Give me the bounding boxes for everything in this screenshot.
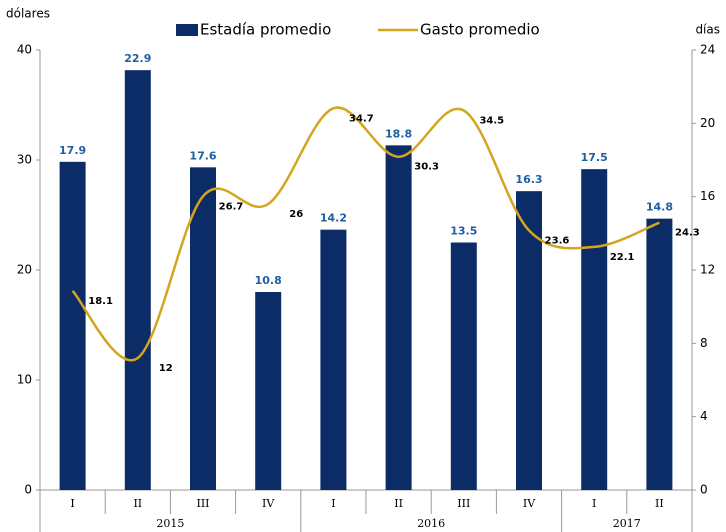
line-value-label: 24.3 (675, 228, 700, 239)
bar-value-label: 17.5 (581, 151, 608, 164)
line-value-label: 30.3 (414, 162, 439, 173)
year-label: 2017 (613, 517, 641, 530)
y-tick-label: 30 (17, 153, 32, 167)
bar-value-label: 13.5 (450, 225, 477, 238)
line-value-label: 22.1 (610, 252, 635, 263)
y-axis-label: dólares (6, 7, 50, 21)
x-tick-label: I (592, 497, 596, 510)
bar-value-label: 17.9 (59, 144, 86, 157)
y2-tick-label: 4 (700, 409, 708, 423)
y-tick-label: 40 (17, 43, 32, 57)
bar-value-label: 18.8 (385, 127, 412, 140)
legend-label: Gasto promedio (420, 21, 540, 39)
bar-value-label: 22.9 (124, 52, 151, 65)
y2-tick-label: 16 (700, 189, 715, 203)
bar (385, 145, 412, 491)
line-value-label: 12 (159, 363, 173, 374)
y-tick-label: 10 (17, 373, 32, 387)
bar (59, 161, 86, 491)
bar (581, 169, 608, 490)
bar-value-label: 17.6 (189, 149, 216, 162)
x-tick-label: III (196, 497, 209, 510)
y2-tick-label: 12 (700, 263, 715, 277)
x-tick-label: II (394, 497, 403, 510)
line-value-label: 34.7 (349, 113, 374, 124)
x-tick-label: IV (523, 497, 536, 510)
line-value-label: 26 (289, 209, 303, 220)
legend-label: Estadía promedio (200, 21, 331, 39)
bar (320, 229, 347, 490)
line (71, 106, 660, 362)
bar (516, 191, 542, 490)
x-tick-label: II (655, 497, 664, 510)
bar (450, 242, 477, 490)
y2-tick-label: 24 (700, 43, 715, 57)
x-tick-label: III (457, 497, 470, 510)
y2-tick-label: 8 (700, 336, 708, 350)
bar (255, 292, 282, 490)
bar-value-label: 14.8 (646, 201, 673, 214)
x-tick-label: II (133, 497, 142, 510)
x-tick-label: IV (262, 497, 275, 510)
y2-tick-label: 0 (700, 483, 708, 497)
y-tick-label: 0 (24, 483, 32, 497)
x-tick-label: I (331, 497, 335, 510)
y2-axis-label: días (695, 23, 720, 37)
bar (646, 218, 673, 490)
bar (190, 167, 216, 491)
line-value-label: 26.7 (219, 201, 244, 212)
bar-value-label: 14.2 (320, 212, 347, 225)
legend-swatch (176, 24, 198, 36)
year-label: 2015 (156, 517, 184, 530)
line-value-label: 18.1 (88, 296, 113, 307)
line-value-label: 23.6 (545, 235, 570, 246)
bar-value-label: 10.8 (255, 274, 282, 287)
bar-value-label: 16.3 (515, 173, 542, 186)
y2-tick-label: 20 (700, 116, 715, 130)
line-value-label: 34.5 (479, 116, 504, 127)
x-tick-label: I (70, 497, 74, 510)
bar (124, 70, 151, 491)
y-tick-label: 20 (17, 263, 32, 277)
year-label: 2016 (417, 517, 445, 530)
